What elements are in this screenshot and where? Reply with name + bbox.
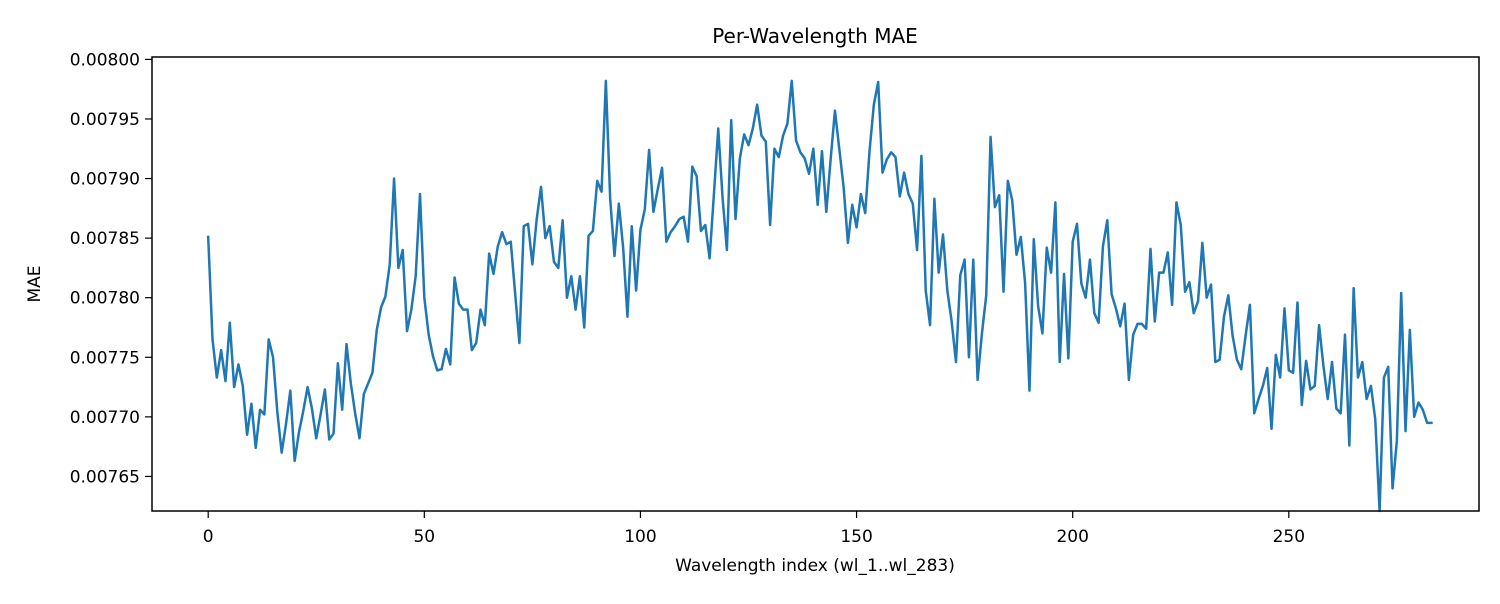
series-line-mae bbox=[206, 79, 1433, 513]
y-tick-label: 0.00765 bbox=[70, 467, 140, 487]
y-tick-label: 0.00800 bbox=[70, 50, 140, 70]
y-axis: 0.00765 0.00770 0.00775 0.00780 0.00785 0.007… bbox=[70, 50, 152, 487]
x-tick-label: 50 bbox=[413, 527, 435, 547]
y-axis-label: MAE bbox=[25, 265, 45, 302]
x-axis-label: Wavelength index (wl_1..wl_283) bbox=[675, 556, 955, 576]
y-tick-label: 0.00795 bbox=[70, 110, 140, 130]
x-tick-label: 200 bbox=[1056, 527, 1088, 547]
y-tick-label: 0.00790 bbox=[70, 170, 140, 190]
x-tick-label: 0 bbox=[203, 527, 214, 547]
x-tick-label: 100 bbox=[624, 527, 656, 547]
axes-frame bbox=[151, 56, 1480, 512]
x-tick-label: 150 bbox=[840, 527, 872, 547]
chart-title: Per-Wavelength MAE bbox=[712, 24, 918, 48]
x-axis: 0 50 100 150 200 250 bbox=[203, 511, 1305, 547]
y-tick-label: 0.00785 bbox=[70, 229, 140, 249]
plot-area: 0 50 100 150 200 250 0.007650.007700.007750.0… bbox=[70, 50, 1480, 547]
y-tick-label: 0.00775 bbox=[70, 348, 140, 368]
y-tick-label: 0.00780 bbox=[70, 289, 140, 309]
x-tick-label: 250 bbox=[1273, 527, 1305, 547]
y-tick-label: 0.00770 bbox=[70, 408, 140, 428]
